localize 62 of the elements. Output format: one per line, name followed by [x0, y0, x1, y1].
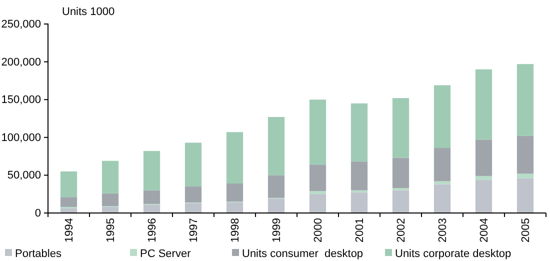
bar	[60, 197, 78, 207]
y-tick-label: 0	[34, 208, 41, 220]
y-axis-title: Units 1000	[62, 6, 115, 18]
bar	[143, 151, 160, 190]
bar	[516, 136, 534, 174]
bar	[226, 132, 244, 184]
bar	[226, 202, 244, 213]
x-tick-label: 1999	[271, 218, 284, 242]
bar	[475, 69, 492, 140]
bar	[268, 175, 285, 198]
bar	[102, 160, 119, 194]
bar	[516, 174, 534, 178]
x-tick-label: 1996	[146, 218, 159, 242]
bar	[392, 98, 410, 158]
x-tick-label: 2004	[478, 218, 491, 242]
bar	[475, 176, 492, 180]
bar	[434, 181, 451, 184]
y-tick-label: 200,000	[1, 56, 41, 68]
bar	[102, 193, 119, 206]
bar	[309, 194, 326, 213]
legend-label: Units consumer desktop	[242, 248, 364, 260]
bar	[60, 171, 78, 198]
bar	[143, 204, 160, 213]
bar	[350, 192, 368, 213]
bar	[516, 178, 534, 213]
x-tick-label: 2001	[354, 218, 366, 242]
bar	[102, 206, 119, 213]
legend-label: Portables	[15, 248, 62, 260]
bar	[184, 203, 202, 213]
x-tick-label: 2003	[437, 218, 450, 242]
bar	[434, 184, 451, 213]
bar	[184, 142, 202, 187]
y-tick-label: 100,000	[1, 132, 41, 144]
x-tick-label: 1998	[230, 218, 242, 242]
x-tick-label: 1995	[105, 218, 118, 242]
bar	[226, 184, 244, 202]
y-tick-label: 250,000	[1, 18, 41, 31]
bar	[392, 190, 410, 213]
legend-label: PC Server	[140, 248, 192, 260]
bar	[475, 140, 492, 176]
x-tick-label: 1994	[64, 218, 76, 242]
bar	[309, 100, 326, 165]
bar	[143, 190, 160, 204]
x-tick-label: 2005	[520, 218, 532, 242]
bar	[434, 85, 451, 148]
bar	[392, 158, 410, 188]
bar	[268, 116, 285, 176]
bar	[475, 180, 492, 213]
bar	[309, 164, 326, 192]
bar	[350, 162, 368, 190]
bar	[309, 191, 326, 194]
y-tick-label: 150,000	[1, 94, 41, 106]
bar	[434, 148, 451, 182]
bar	[184, 186, 202, 202]
x-tick-label: 2002	[396, 218, 408, 242]
bar	[350, 103, 368, 162]
bar	[268, 198, 285, 213]
legend-label: Units corporate desktop	[395, 248, 512, 260]
y-tick-label: 50,000	[7, 170, 41, 182]
x-tick-label: 2000	[312, 218, 325, 242]
bar	[516, 64, 534, 136]
x-tick-label: 1997	[188, 218, 200, 242]
